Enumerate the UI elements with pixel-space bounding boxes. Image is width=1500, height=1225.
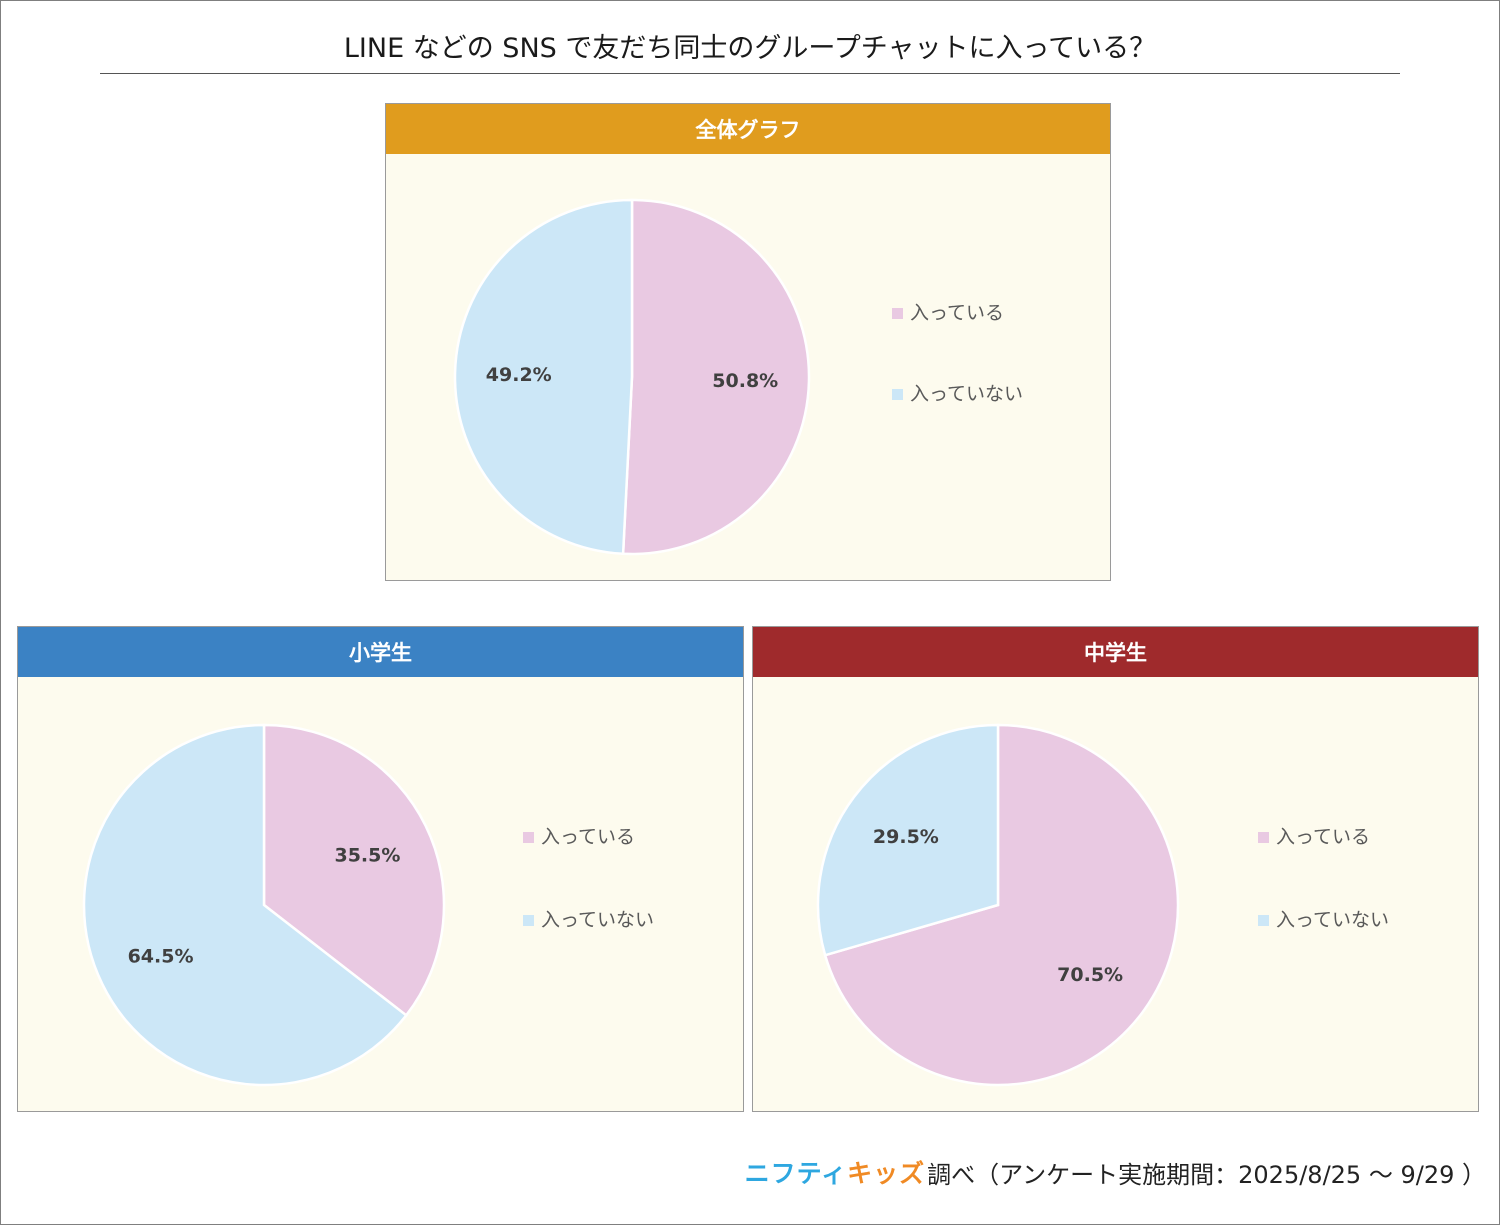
- footer-credit: ニフティキッズ 調べ（アンケート実施期間：2025/8/25 ～ 9/29 ）: [745, 1154, 1486, 1190]
- legend-swatch-not-joined: [892, 389, 903, 400]
- brand-logo-part2: キッズ: [847, 1159, 926, 1188]
- title-divider: [100, 73, 1400, 74]
- panel-header-middle-school: 中学生: [753, 627, 1478, 677]
- legend-swatch-not-joined: [1258, 915, 1269, 926]
- panel-header-elementary: 小学生: [18, 627, 743, 677]
- legend-label-joined: 入っている: [910, 302, 1004, 324]
- slice-label-not-joined: 49.2%: [486, 364, 552, 386]
- slice-label-joined: 70.5%: [1057, 964, 1123, 986]
- chart-panel-overall: 全体グラフ 50.8% 49.2% 入っている入っていない: [385, 103, 1111, 581]
- slice-label-not-joined: 64.5%: [128, 946, 194, 968]
- legend-label-joined: 入っている: [541, 826, 635, 848]
- slice-label-joined: 50.8%: [712, 370, 778, 392]
- footer-text: 調べ（アンケート実施期間：2025/8/25 ～ 9/29 ）: [927, 1160, 1486, 1189]
- pie-slice-joined: [262, 723, 446, 1018]
- pie-slice-not-joined: [453, 198, 634, 556]
- legend-swatch-joined: [523, 832, 534, 843]
- pie-slice-not-joined: [816, 723, 1000, 957]
- page-title: LINE などの SNS で友だち同士のグループチャットに入っている？: [343, 33, 1157, 64]
- chart-panel-middle-school: 中学生 70.5% 29.5% 入っている入っていない: [752, 626, 1479, 1112]
- legend-label-not-joined: 入っていない: [910, 383, 1023, 405]
- legend-label-joined: 入っている: [1276, 826, 1370, 848]
- legend-swatch-joined: [892, 308, 903, 319]
- panel-header-overall: 全体グラフ: [386, 104, 1110, 154]
- pie-slice-joined: [823, 723, 1180, 1087]
- legend-label-not-joined: 入っていない: [541, 909, 654, 931]
- pie-slice-joined: [621, 198, 811, 556]
- pie-slice-not-joined: [82, 723, 408, 1087]
- slice-label-not-joined: 29.5%: [873, 826, 939, 848]
- chart-panel-elementary: 小学生 35.5% 64.5% 入っている入っていない: [17, 626, 744, 1112]
- slice-label-joined: 35.5%: [334, 844, 400, 866]
- legend-swatch-joined: [1258, 832, 1269, 843]
- legend-label-not-joined: 入っていない: [1276, 909, 1389, 931]
- brand-logo-part1: ニフティ: [744, 1159, 848, 1188]
- brand-logo: ニフティキッズ: [745, 1154, 926, 1190]
- legend-swatch-not-joined: [523, 915, 534, 926]
